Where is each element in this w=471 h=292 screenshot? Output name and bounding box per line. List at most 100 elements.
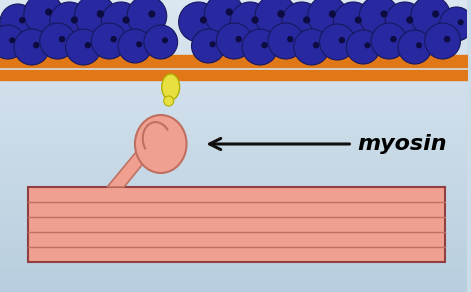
Circle shape (101, 2, 141, 42)
Bar (0, 221, 467, 222)
Circle shape (398, 30, 432, 64)
Circle shape (74, 0, 116, 37)
Bar (0, 97, 467, 98)
Circle shape (346, 30, 380, 64)
Bar (0, 276, 467, 277)
Bar (28, 187, 445, 262)
Bar (0, 155, 467, 156)
Bar (0, 78, 467, 79)
Bar (0, 271, 467, 272)
Bar (0, 250, 467, 251)
Bar (0, 87, 467, 88)
Bar (0, 159, 467, 160)
Bar (0, 7, 467, 8)
Bar (0, 229, 467, 230)
Bar (0, 186, 467, 187)
Bar (0, 72, 467, 73)
Circle shape (136, 41, 142, 47)
Circle shape (148, 11, 155, 18)
Bar (0, 116, 467, 117)
Bar (0, 284, 467, 285)
Bar (0, 128, 467, 129)
Bar (0, 67, 467, 68)
Bar (0, 163, 467, 164)
Bar (0, 99, 467, 100)
Bar (0, 120, 467, 121)
Bar (0, 65, 467, 66)
Bar (0, 4, 467, 5)
Bar (0, 137, 467, 138)
Bar (0, 112, 467, 113)
Bar (0, 261, 467, 262)
Bar (0, 238, 467, 239)
Bar (0, 82, 467, 83)
Bar (0, 149, 467, 150)
Circle shape (355, 16, 362, 24)
Bar (0, 233, 467, 234)
Bar (0, 94, 467, 95)
Bar (0, 253, 467, 254)
Bar (0, 121, 467, 122)
Circle shape (444, 36, 450, 42)
Circle shape (0, 4, 36, 40)
Circle shape (127, 0, 167, 36)
Bar (0, 122, 467, 123)
Bar (0, 177, 467, 178)
Ellipse shape (162, 74, 179, 100)
Bar (0, 47, 467, 48)
Circle shape (381, 11, 388, 18)
Bar (0, 20, 467, 21)
Bar (0, 111, 467, 112)
Bar (0, 171, 467, 172)
Bar (0, 38, 467, 39)
Circle shape (40, 23, 75, 59)
Bar (0, 56, 467, 57)
Bar (0, 126, 467, 127)
Circle shape (33, 42, 40, 48)
Bar (0, 278, 467, 279)
Bar (0, 239, 467, 240)
Circle shape (179, 2, 219, 42)
Bar (0, 24, 467, 25)
Bar (0, 27, 467, 28)
Bar (0, 79, 467, 80)
Bar (0, 105, 467, 106)
Bar (0, 181, 467, 182)
Circle shape (236, 36, 242, 42)
Bar (0, 216, 467, 217)
Bar (0, 281, 467, 282)
Bar (0, 154, 467, 155)
Bar (0, 85, 467, 86)
Bar (0, 231, 467, 232)
Bar (0, 147, 467, 148)
Bar (0, 1, 467, 2)
Bar (0, 287, 467, 288)
Bar (0, 44, 467, 45)
Bar (0, 146, 467, 147)
Bar (0, 188, 467, 189)
Bar (0, 166, 467, 167)
Bar (0, 189, 467, 190)
Bar (0, 207, 467, 208)
Bar (0, 145, 467, 146)
Bar (0, 58, 467, 59)
Bar (0, 175, 467, 176)
Circle shape (359, 0, 399, 36)
Bar (0, 83, 467, 84)
Bar (0, 37, 467, 38)
Circle shape (230, 2, 270, 42)
Bar (0, 206, 467, 207)
Bar (0, 148, 467, 149)
Bar (0, 11, 467, 12)
Circle shape (458, 19, 464, 25)
Bar (0, 25, 467, 26)
Bar (0, 195, 467, 196)
Bar (0, 88, 467, 89)
Circle shape (365, 42, 371, 48)
Bar (0, 135, 467, 136)
Bar (0, 260, 467, 261)
Bar (0, 39, 467, 40)
Circle shape (252, 16, 259, 24)
Bar (0, 15, 467, 16)
Bar (0, 246, 467, 247)
